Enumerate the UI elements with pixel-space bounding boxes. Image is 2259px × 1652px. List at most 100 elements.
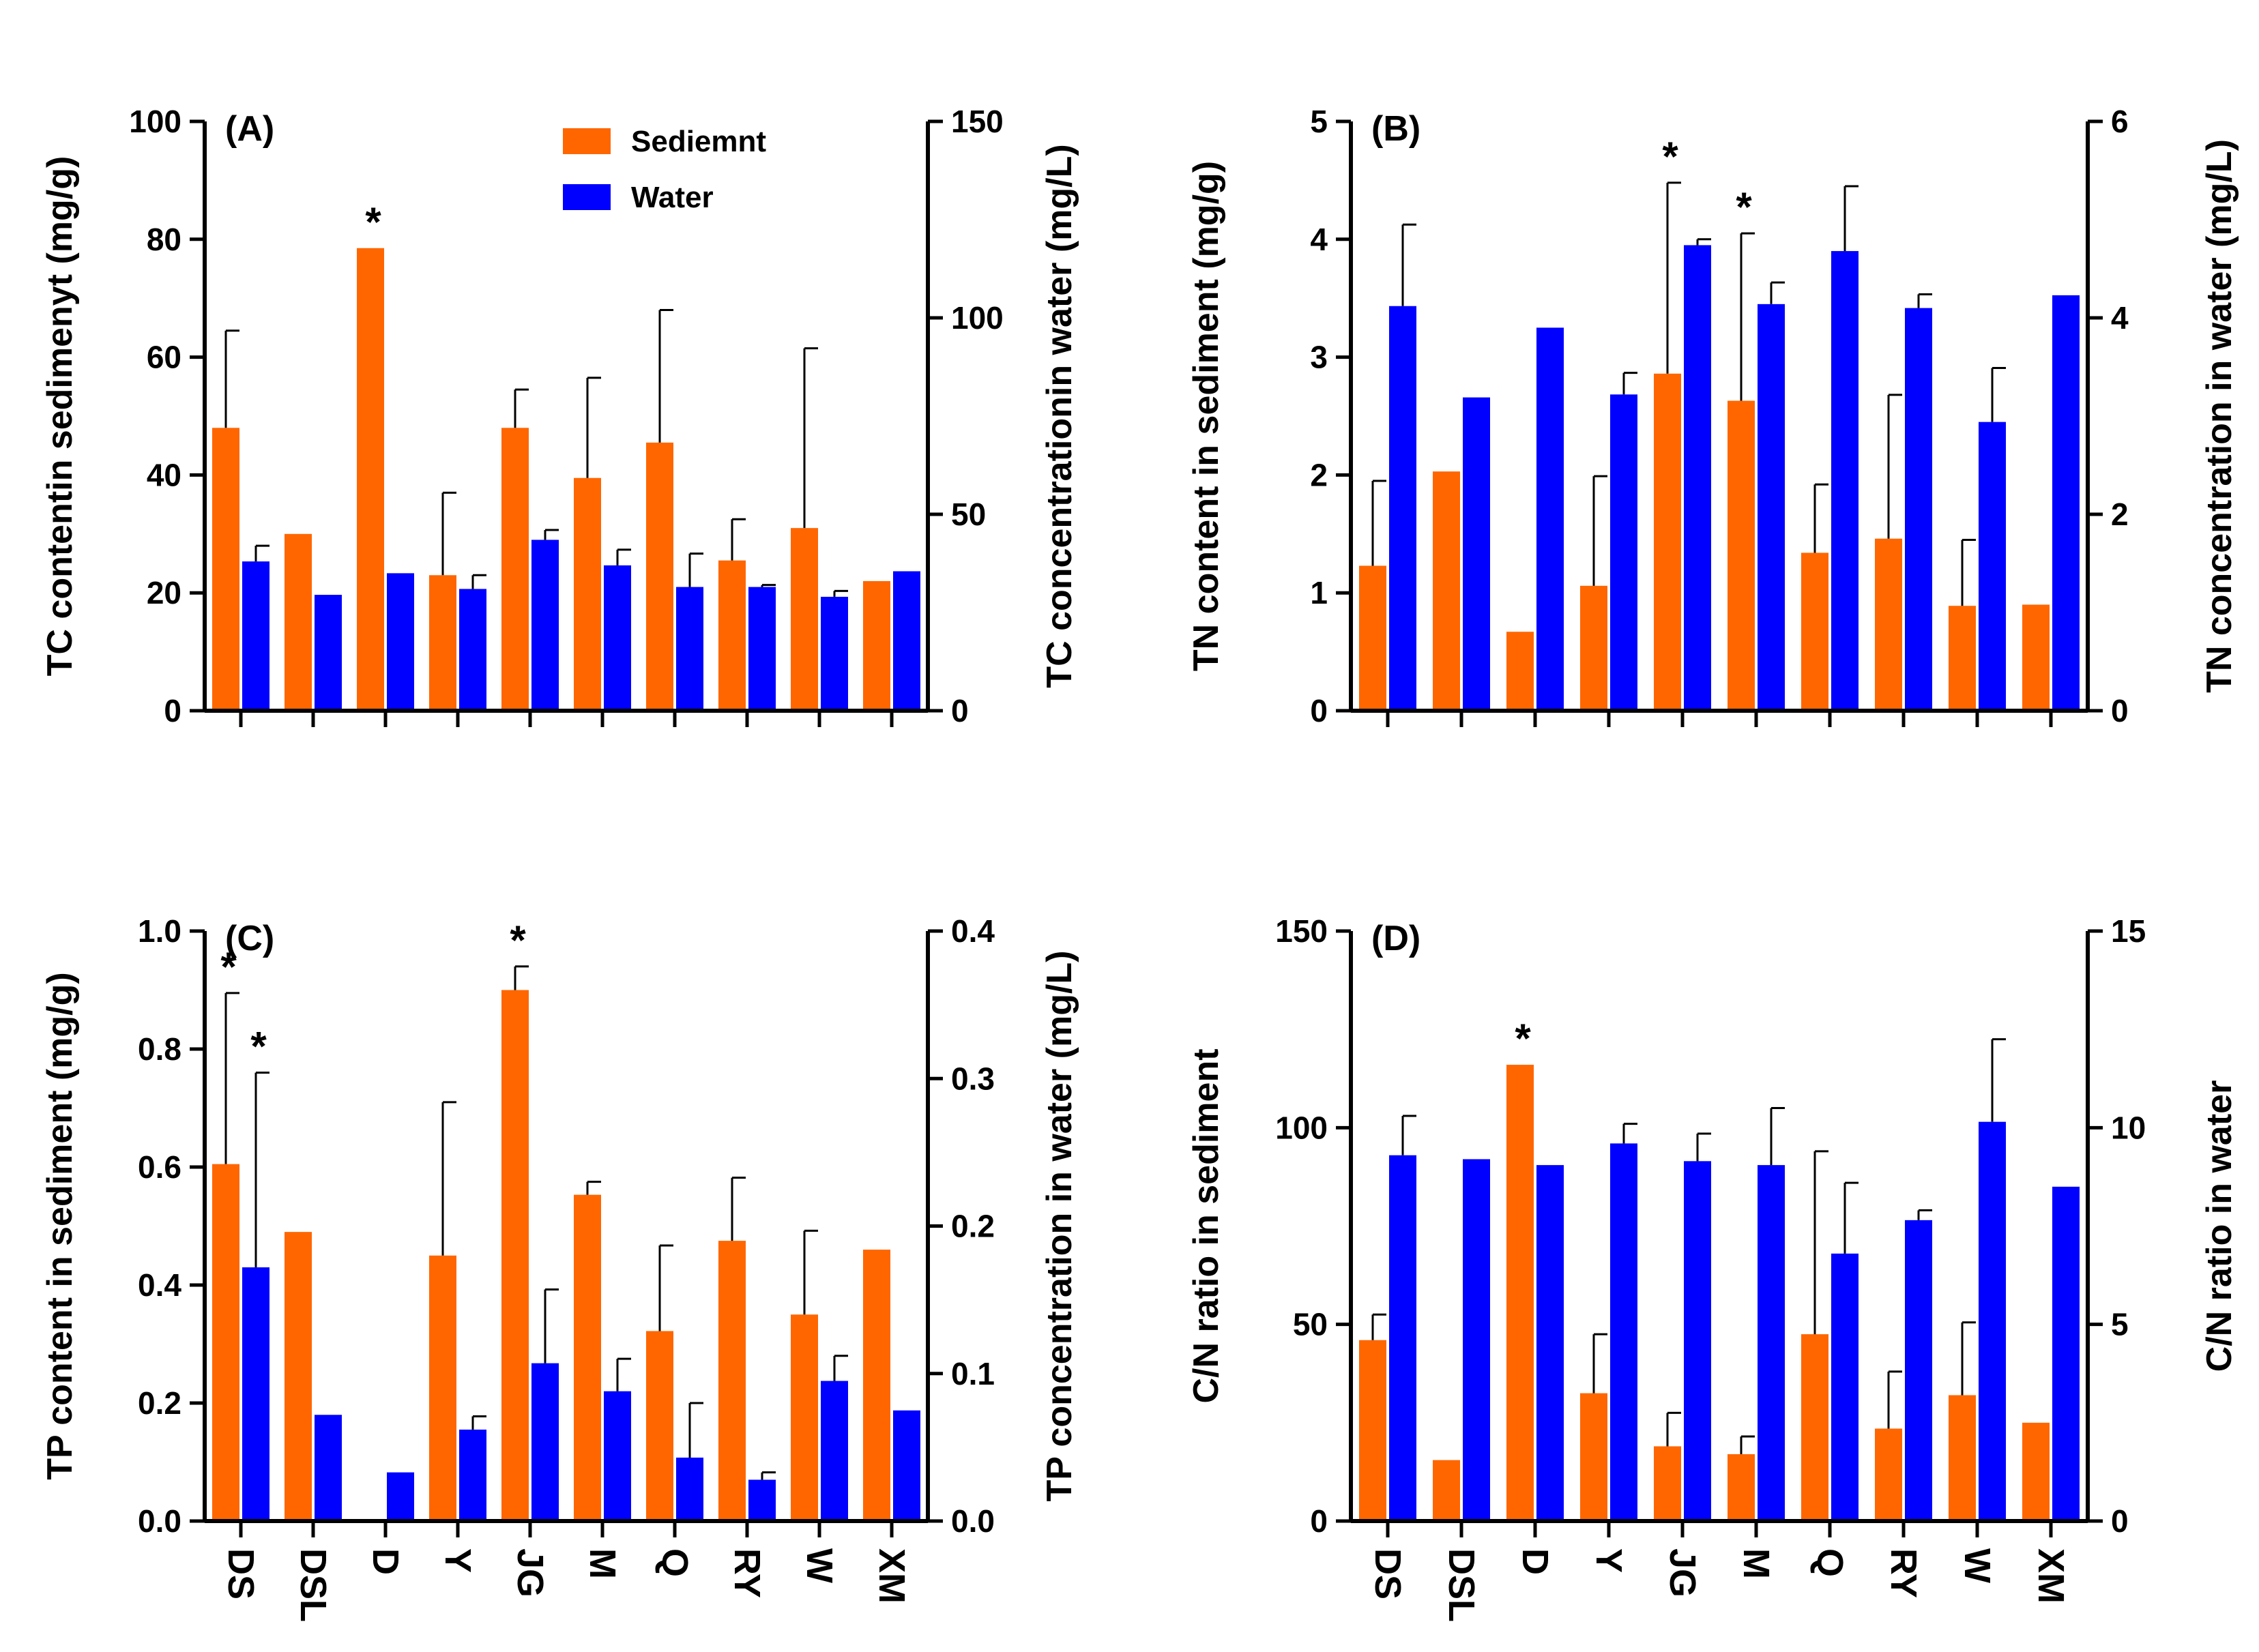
panel-label: (C) — [225, 919, 274, 958]
right-tick-label: 0.4 — [951, 913, 995, 949]
sediment-bar-w — [1949, 606, 1976, 711]
sediment-bar-ds — [212, 428, 239, 711]
left-axis-title: TC contentin sedimenyt (mg/g) — [40, 156, 80, 677]
sediment-bar-dsl — [1433, 1460, 1460, 1521]
category-label-m: M — [582, 1548, 623, 1579]
sediment-bar-ry — [1875, 1428, 1902, 1521]
legend-swatch-sediment — [563, 128, 611, 154]
water-bar-ds — [1389, 1155, 1416, 1521]
sediment-bar-xm — [2022, 604, 2050, 711]
water-bar-y — [1610, 1143, 1637, 1521]
sediment-bar-ds — [212, 1164, 239, 1521]
sediment-bar-y — [1580, 585, 1607, 711]
water-bar-w — [821, 1381, 848, 1521]
sediment-bar-q — [1801, 1334, 1828, 1521]
water-bar-dsl — [315, 595, 342, 711]
sediment-bar-dsl — [285, 1232, 312, 1521]
water-bar-y — [1610, 394, 1637, 711]
category-label-xm: XM — [871, 1548, 912, 1604]
panel-label: (A) — [225, 109, 274, 149]
water-bar-ry — [1905, 1220, 1932, 1521]
right-tick-label: 15 — [2111, 913, 2146, 949]
sediment-bar-xm — [2022, 1422, 2050, 1521]
water-bar-q — [1831, 1253, 1859, 1521]
panel-label: (D) — [1371, 919, 1420, 958]
right-tick-label: 50 — [951, 497, 986, 532]
left-tick-label: 60 — [147, 340, 181, 375]
sediment-bar-ds — [1359, 1340, 1386, 1521]
right-tick-label: 0 — [2111, 693, 2129, 728]
water-bar-ry — [748, 587, 776, 711]
water-bar-y — [459, 589, 486, 711]
water-bar-ry — [1905, 308, 1932, 711]
water-bar-d — [1536, 327, 1564, 711]
sediment-bar-dsl — [285, 533, 312, 711]
right-tick-label: 150 — [951, 104, 1004, 139]
category-label-xm: XM — [2030, 1548, 2071, 1604]
sediment-bar-m — [1728, 1454, 1755, 1521]
left-tick-label: 0 — [1310, 693, 1328, 728]
sediment-bar-w — [791, 528, 818, 711]
category-label-dsl: DSL — [293, 1548, 334, 1622]
water-bar-w — [1979, 1121, 2006, 1521]
sediment-bar-y — [429, 1255, 456, 1521]
water-bar-d — [1536, 1165, 1564, 1521]
water-bar-jg — [531, 1363, 559, 1521]
category-label-ds: DS — [1367, 1548, 1408, 1599]
sediment-bar-ry — [1875, 538, 1902, 711]
left-axis-title: TN content in sediment (mg/g) — [1186, 161, 1226, 671]
sediment-bar-d — [357, 248, 384, 711]
left-tick-label: 100 — [129, 104, 181, 139]
sediment-bar-ry — [718, 1241, 746, 1521]
left-tick-label: 3 — [1310, 340, 1328, 375]
water-bar-dsl — [1463, 1159, 1490, 1521]
water-bar-ds — [242, 1267, 269, 1521]
sediment-bar-w — [791, 1314, 818, 1521]
panel-label: (B) — [1371, 109, 1420, 149]
left-tick-label: 0.6 — [138, 1149, 181, 1185]
sediment-bar-ry — [718, 560, 746, 711]
left-tick-label: 4 — [1310, 222, 1328, 257]
left-tick-label: 100 — [1275, 1110, 1328, 1145]
right-tick-label: 5 — [2111, 1307, 2129, 1342]
water-bar-m — [604, 1391, 631, 1521]
right-tick-label: 0.3 — [951, 1061, 995, 1096]
water-bar-d — [387, 573, 414, 711]
water-bar-xm — [893, 1410, 920, 1521]
water-bar-xm — [893, 571, 920, 711]
left-tick-label: 5 — [1310, 104, 1328, 139]
left-tick-label: 2 — [1310, 457, 1328, 492]
legend-label-sediment: Sediemnt — [631, 125, 766, 158]
category-label-y: Y — [437, 1548, 478, 1573]
significance-star: * — [1662, 134, 1678, 179]
category-label-m: M — [1736, 1548, 1777, 1579]
right-tick-label: 100 — [951, 300, 1004, 336]
water-bar-d — [387, 1472, 414, 1521]
category-label-ry: RY — [1883, 1548, 1924, 1598]
left-tick-label: 40 — [147, 457, 181, 492]
right-tick-label: 0 — [951, 693, 969, 728]
sediment-bar-xm — [863, 580, 890, 711]
right-tick-label: 4 — [2111, 300, 2129, 336]
panel-a: * 0 20 40 60 80 100 0 50 100 150 TC contentin sedim… — [40, 104, 1079, 728]
water-bar-y — [459, 1429, 486, 1521]
category-label-jg: JG — [510, 1548, 551, 1597]
category-label-d: D — [365, 1548, 406, 1575]
water-bar-q — [676, 587, 703, 711]
right-tick-label: 0.1 — [951, 1356, 995, 1391]
category-label-w: W — [799, 1548, 840, 1583]
water-bar-xm — [2052, 1186, 2080, 1521]
category-label-ry: RY — [727, 1548, 768, 1598]
water-bar-dsl — [1463, 397, 1490, 711]
category-label-dsl: DSL — [1441, 1548, 1482, 1622]
sediment-bar-xm — [863, 1250, 890, 1521]
left-axis-title: C/N ratio in sediment — [1186, 1048, 1226, 1403]
water-bar-ry — [748, 1479, 776, 1521]
water-bar-m — [1758, 304, 1785, 711]
significance-star: * — [250, 1024, 267, 1070]
left-tick-label: 0 — [164, 693, 181, 728]
sediment-bar-q — [1801, 552, 1828, 711]
category-label-y: Y — [1588, 1548, 1629, 1573]
panel-b: * * 0 1 2 3 4 5 0 2 4 6 TN content in sediment (mg/g… — [1186, 104, 2239, 728]
